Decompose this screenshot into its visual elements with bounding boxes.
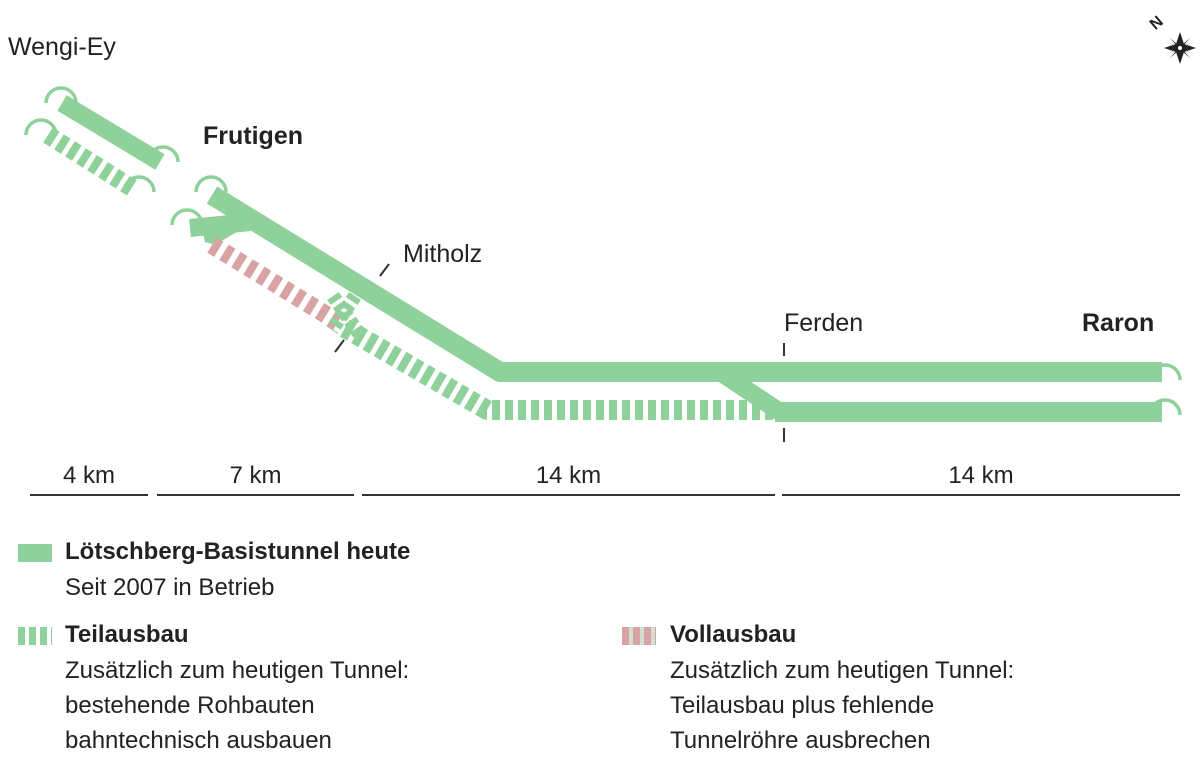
tunnel-diagram: N (24, 13, 1196, 496)
compass-rose-icon (1164, 32, 1196, 64)
legend-desc-full-line: Teilausbau plus fehlende (670, 692, 935, 719)
legend-desc-partial-line: bahntechnisch ausbauen (65, 727, 332, 754)
compass-north-label: N (1147, 13, 1167, 33)
legend-swatch-partial (18, 627, 52, 645)
approach-track-partial (43, 127, 137, 196)
distance-label-2: 7 km (229, 462, 282, 489)
full-expansion-segment (207, 237, 343, 330)
legend-desc-today-line: Seit 2007 in Betrieb (65, 574, 275, 601)
mitholz-tick (379, 263, 390, 277)
partial-expansion-segment (339, 319, 775, 420)
distance-label-3: 14 km (535, 462, 602, 489)
legend-desc-full-line: Zusätzlich zum heutigen Tunnel: (670, 657, 1015, 684)
legend-swatch-today (18, 544, 52, 562)
station-ferden: Ferden (784, 309, 864, 337)
legend-desc-partial-line: Zusätzlich zum heutigen Tunnel: (65, 657, 410, 684)
distance-label-1: 4 km (62, 462, 115, 489)
mitholz-tick-lower (334, 339, 345, 353)
main-tunnel-today (206, 186, 1162, 382)
legend-desc-today: Seit 2007 in Betrieb (65, 570, 274, 605)
legend-desc-partial-line: bestehende Rohbauten (65, 692, 315, 719)
legend-title-today: Lötschberg-Basistunnel heute (65, 538, 411, 565)
station-wengi-ey: Wengi-Ey (8, 33, 116, 61)
legend-desc-partial: Zusätzlich zum heutigen Tunnel: bestehen… (65, 653, 409, 758)
distance-label-4: 14 km (948, 462, 1014, 489)
station-raron: Raron (1082, 309, 1155, 337)
station-mitholz: Mitholz (403, 240, 483, 268)
legend-title-partial: Teilausbau (65, 621, 189, 648)
approach-track-today (57, 95, 165, 170)
legend-swatch-full (622, 627, 656, 645)
station-frutigen: Frutigen (203, 122, 303, 150)
legend-desc-full-line: Tunnelröhre ausbrechen (670, 727, 931, 754)
legend-title-full: Vollausbau (670, 621, 797, 648)
legend-desc-full: Zusätzlich zum heutigen Tunnel: Teilausb… (670, 653, 1014, 758)
